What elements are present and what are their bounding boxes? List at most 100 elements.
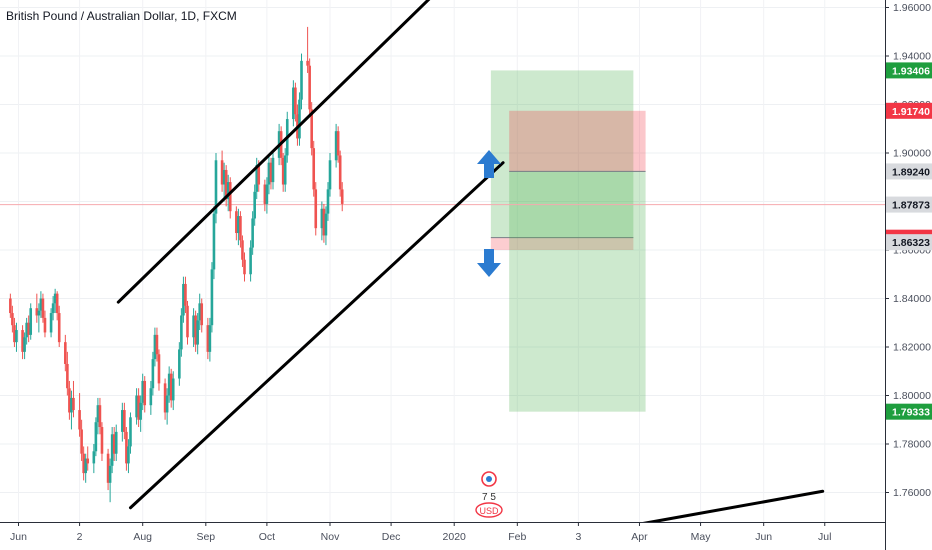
candle bbox=[163, 378, 167, 420]
trend-line-1[interactable] bbox=[116, 0, 436, 304]
candle bbox=[167, 366, 171, 403]
candle bbox=[49, 308, 53, 338]
candle bbox=[57, 305, 61, 347]
candle bbox=[137, 388, 140, 428]
candle-body bbox=[123, 410, 126, 432]
candle bbox=[334, 123, 338, 168]
symbol-title[interactable]: British Pound / Australian Dollar, 1D, F… bbox=[6, 9, 237, 23]
price-tick-label: 1.90000 bbox=[893, 148, 931, 160]
position-tools-layer[interactable] bbox=[0, 70, 885, 412]
candle bbox=[114, 424, 118, 461]
candle-body bbox=[121, 410, 124, 432]
candle-body bbox=[243, 259, 246, 275]
candle bbox=[53, 288, 57, 314]
candle-body bbox=[336, 131, 340, 156]
candle-body bbox=[29, 308, 33, 335]
price-tick-label: 1.82000 bbox=[893, 342, 931, 354]
candle-body bbox=[41, 298, 45, 318]
candle bbox=[255, 157, 259, 200]
price-badge-label: 1.87873 bbox=[892, 200, 930, 212]
candle bbox=[15, 322, 18, 352]
candle bbox=[27, 315, 30, 343]
candle-body bbox=[114, 431, 118, 454]
candle bbox=[340, 182, 344, 212]
candle-body bbox=[72, 397, 75, 411]
candle-body bbox=[151, 359, 155, 389]
price-badge[interactable]: 1.87873 bbox=[886, 196, 932, 213]
candle-body bbox=[200, 303, 204, 326]
candle-body bbox=[23, 337, 26, 352]
candle bbox=[224, 165, 228, 207]
price-badge-bg bbox=[886, 62, 932, 79]
candle bbox=[194, 310, 197, 352]
candle bbox=[41, 293, 45, 323]
candle-body bbox=[86, 458, 90, 464]
candle bbox=[239, 211, 242, 248]
candle bbox=[306, 26, 309, 73]
candle bbox=[212, 206, 216, 280]
candle-body bbox=[267, 162, 271, 185]
candle bbox=[186, 300, 189, 345]
candle-body bbox=[237, 216, 240, 234]
candle bbox=[200, 298, 204, 333]
candle-body bbox=[167, 373, 171, 396]
arrows-layer[interactable] bbox=[477, 150, 501, 277]
short-position-loss-zone[interactable] bbox=[509, 110, 646, 172]
candle-body bbox=[180, 315, 183, 350]
long-position-loss-zone[interactable] bbox=[490, 237, 634, 250]
candle-body bbox=[39, 298, 43, 311]
candle-body bbox=[66, 363, 69, 389]
candle bbox=[39, 291, 43, 318]
candle-body bbox=[165, 395, 169, 413]
price-axis-panel[interactable] bbox=[885, 0, 932, 550]
candle-body bbox=[171, 378, 175, 401]
candle-body bbox=[340, 189, 344, 204]
candle bbox=[70, 390, 73, 430]
candle-body bbox=[314, 189, 318, 229]
trend-line-2[interactable] bbox=[128, 161, 505, 510]
candle-body bbox=[210, 269, 214, 326]
candle-body bbox=[141, 380, 144, 403]
candle-body bbox=[184, 283, 187, 306]
candle bbox=[267, 155, 271, 195]
price-badge[interactable]: 1.91740 bbox=[886, 102, 932, 119]
price-badge-bg bbox=[886, 102, 932, 119]
event-stack-icon[interactable] bbox=[475, 502, 503, 518]
candle bbox=[29, 303, 33, 340]
candle-body bbox=[338, 155, 342, 190]
time-tick-label: Jun bbox=[755, 531, 772, 543]
time-tick-label: 3 bbox=[575, 531, 581, 543]
price-badge[interactable]: 1.86323 bbox=[886, 234, 932, 251]
candle bbox=[320, 201, 324, 241]
trend-lines-layer[interactable] bbox=[116, 0, 825, 537]
candle-body bbox=[108, 465, 112, 483]
time-tick-label: Nov bbox=[321, 531, 340, 543]
price-badge[interactable]: 1.89240 bbox=[886, 163, 932, 180]
time-axis-panel[interactable] bbox=[0, 522, 885, 550]
time-tick-label: 2 bbox=[77, 531, 83, 543]
long-position-profit-zone[interactable] bbox=[490, 70, 634, 238]
candle bbox=[251, 211, 254, 255]
candle-body bbox=[220, 160, 224, 185]
candle bbox=[127, 439, 130, 474]
events-layer[interactable]: 7 5 USD bbox=[475, 471, 503, 518]
candle bbox=[265, 177, 269, 214]
candle bbox=[96, 397, 100, 435]
candle-body bbox=[11, 313, 14, 326]
candle-body bbox=[292, 87, 295, 120]
down-arrow-icon[interactable] bbox=[477, 249, 501, 277]
up-arrow-icon[interactable] bbox=[477, 150, 501, 178]
candle-body bbox=[324, 213, 328, 236]
candle-body bbox=[70, 397, 73, 413]
candle bbox=[80, 419, 83, 461]
candle-body bbox=[224, 169, 228, 200]
candle bbox=[25, 317, 28, 345]
price-badge[interactable]: 1.93406 bbox=[886, 62, 932, 79]
price-badge[interactable]: 1.79333 bbox=[886, 403, 932, 420]
candle bbox=[106, 448, 110, 491]
short-position-profit-zone[interactable] bbox=[509, 171, 646, 412]
candle-body bbox=[320, 208, 324, 229]
candle-body bbox=[15, 330, 18, 343]
